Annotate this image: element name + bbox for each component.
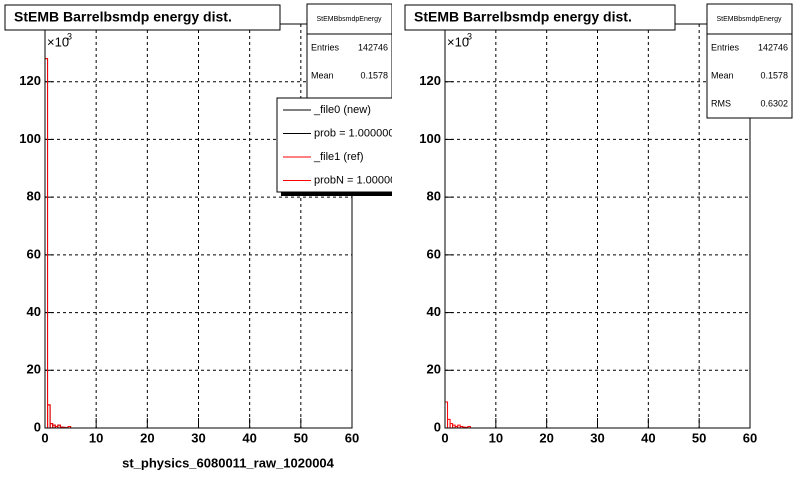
stats-label: Mean [711,70,734,80]
chart-title: StEMB Barrelbsmdp energy dist. [414,9,632,25]
x-tick-label: 10 [489,430,503,445]
y-exponent-power: 3 [67,31,72,41]
x-tick-label: 60 [345,430,359,445]
legend-box [276,97,392,193]
y-tick-label: 0 [34,419,41,434]
stats-title: StEMBbsmdpEnergy [317,16,382,23]
legend-entry: _file1 (ref) [313,151,364,163]
y-tick-label: 80 [427,189,441,204]
stats-title: StEMBbsmdpEnergy [717,16,782,23]
y-tick-label: 0 [434,419,441,434]
y-tick-label: 60 [427,246,441,261]
y-tick-label: 100 [19,131,41,146]
x-tick-label: 10 [89,430,103,445]
panel: 0102030405060020406080100120×103dev/daq_… [404,3,793,445]
y-exponent-power: 3 [467,31,472,41]
y-exponent: ×10 [47,34,69,49]
stats-box [706,3,793,119]
histogram-bin [47,404,51,428]
x-tick-label: 30 [590,430,604,445]
x-tick-label: 50 [692,430,706,445]
y-tick-label: 120 [19,73,41,88]
legend-entry: _file0 (new) [313,104,371,116]
y-tick-label: 40 [27,304,41,319]
title-box [404,4,676,31]
x-tick-label: 0 [41,430,48,445]
x-tick-label: 20 [539,430,553,445]
x-axis-label: st_physics_6080011_raw_1020004 [122,455,335,470]
stats-value: 142746 [358,42,388,52]
stats-value: 142746 [758,42,788,52]
x-tick-label: 30 [191,430,205,445]
histogram-bin [57,424,61,428]
histogram-bin [67,426,72,428]
stats-label: Mean [311,70,334,80]
x-tick-label: 60 [743,430,757,445]
y-tick-label: 100 [419,131,441,146]
panel: 0 10 20 30 40 50 60 0 20 40 60 80 100 120 ×103 st_physi… [4,3,396,470]
x-tick-label: 20 [140,430,154,445]
stats-value: 0.6302 [760,98,788,108]
y-tick-label: 120 [419,73,441,88]
y-tick-label: 60 [27,246,41,261]
stats-label: Entries [711,42,740,52]
stats-value: 0.1578 [360,70,388,80]
y-tick-label: 20 [427,362,441,377]
chart-title: StEMB Barrelbsmdp energy dist. [14,9,232,25]
y-tick-label: 20 [27,362,41,377]
y-exponent: ×10 [447,34,469,49]
y-tick-label: 80 [27,189,41,204]
x-tick-label: 0 [441,430,448,445]
y-tick-label: 40 [427,304,441,319]
legend-note: probN = 1.00000 [314,174,396,186]
stats-label: Entries [311,42,340,52]
x-tick-label: 40 [242,430,256,445]
stats-label: RMS [711,98,731,108]
title-box [4,4,281,31]
histogram-bin [467,426,471,428]
stats-value: 0.1578 [760,70,788,80]
legend-note: prob = 1.000000 [314,127,394,139]
x-tick-label: 40 [641,430,655,445]
x-tick-label: 50 [294,430,308,445]
